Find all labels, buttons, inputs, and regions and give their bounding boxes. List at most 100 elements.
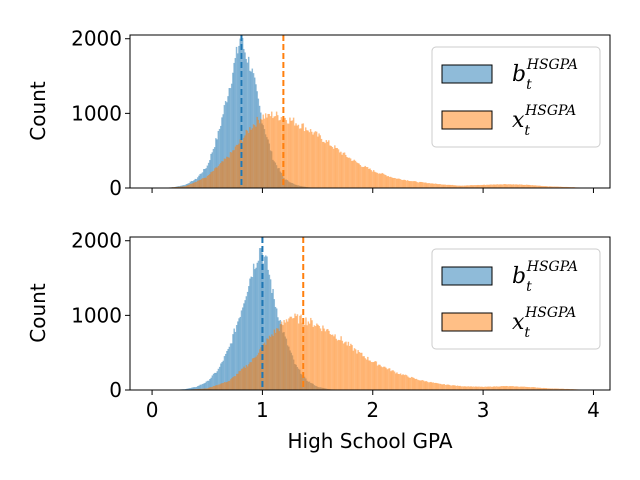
top-bar-x — [317, 136, 319, 189]
bottom-bar-x — [285, 319, 288, 391]
bottom-bar-x — [431, 382, 433, 391]
top-bar-x — [507, 184, 510, 189]
bottom-bar-x — [391, 370, 393, 391]
top-bar-x — [217, 166, 220, 189]
top-bar-x — [238, 143, 240, 189]
top-bar-x — [371, 171, 374, 189]
bottom-bar-x — [231, 378, 233, 391]
bottom-bar-x — [239, 370, 242, 391]
top-bar-x — [251, 128, 254, 189]
bottom-bar-x — [380, 366, 382, 391]
bottom-bar-x — [418, 380, 420, 391]
top-bar-x — [319, 135, 322, 189]
top-bar-x — [402, 180, 404, 189]
bottom-bar-x — [342, 343, 345, 391]
bottom-bar-x — [503, 386, 505, 391]
bottom-bar-x — [333, 336, 335, 391]
bottom-mean-lines — [261, 237, 305, 390]
bottom-bar-x — [358, 352, 361, 391]
top-bar-x — [388, 176, 391, 189]
top-bar-x — [421, 182, 424, 189]
bottom-bar-x — [325, 329, 328, 391]
top-bar-x — [409, 181, 411, 189]
bottom-bar-x — [214, 385, 216, 391]
top-bar-x — [291, 120, 294, 189]
top-bar-x — [255, 126, 257, 189]
top-bar-x — [429, 183, 432, 189]
top-x-axis — [151, 188, 594, 193]
bottom-bar-x — [516, 386, 518, 391]
bottom-bar-x — [399, 373, 402, 391]
bottom-bar-x — [240, 368, 243, 391]
bottom-bar-x — [268, 335, 271, 391]
bottom-bar-x — [367, 356, 369, 391]
top-bar-x — [408, 180, 410, 189]
top-bar-x — [389, 176, 392, 189]
top-bar-x — [383, 174, 386, 189]
bottom-bar-x — [411, 377, 414, 391]
bottom-bar-x — [385, 367, 387, 391]
bottom-bar-x — [323, 328, 325, 391]
bottom-bar-x — [456, 385, 459, 391]
top-bar-x — [399, 179, 402, 189]
top-bar-x — [195, 181, 198, 189]
bottom-bar-x — [229, 379, 232, 391]
bottom-bar-x — [345, 341, 347, 391]
top-bar-x — [489, 184, 491, 189]
top-bar-x — [219, 162, 222, 189]
top-bar-x — [397, 178, 399, 189]
bottom-bar-x — [286, 321, 289, 391]
top-bar-x — [284, 117, 286, 189]
bottom-x-tick-label: 4 — [587, 398, 600, 422]
bottom-bar-x — [277, 328, 279, 391]
bottom-bar-x — [331, 334, 334, 391]
top-bar-x — [434, 183, 437, 189]
bottom-bar-x — [409, 377, 412, 391]
top-bar-x — [490, 184, 493, 189]
bottom-bar-x — [288, 318, 290, 391]
bottom-bar-x — [510, 386, 512, 391]
top-bar-x — [431, 183, 433, 189]
bottom-bar-x — [291, 318, 294, 391]
bottom-bar-x — [348, 345, 351, 391]
top-bar-x — [275, 111, 278, 189]
top-y-tick-label: 1000 — [71, 101, 122, 125]
bottom-bar-x — [466, 386, 469, 391]
bottom-bar-x — [449, 385, 452, 391]
top-bar-x — [513, 184, 516, 189]
bottom-y-axis: 0 1000 2000 — [71, 229, 130, 402]
top-bar-x — [419, 181, 421, 189]
bottom-bar-x — [448, 384, 450, 391]
top-bar-x — [442, 184, 444, 189]
bottom-bar-x — [443, 384, 446, 391]
top-bar-x — [345, 154, 347, 189]
bottom-bar-x — [219, 384, 221, 391]
top-bar-x — [224, 158, 227, 189]
bottom-bar-x — [430, 381, 432, 391]
bottom-bar-x — [222, 382, 225, 391]
top-bar-x — [286, 123, 289, 189]
bottom-x-tick-label: 2 — [366, 398, 379, 422]
top-bar-x — [215, 167, 217, 189]
top-bar-x — [328, 140, 330, 189]
bottom-bar-x — [515, 386, 517, 391]
bottom-bar-x — [436, 383, 438, 391]
top-bar-x — [379, 173, 381, 189]
top-bar-x — [193, 182, 195, 189]
top-bar-x — [393, 177, 396, 189]
top-bar-x — [257, 119, 260, 189]
top-bar-x — [272, 118, 274, 189]
top-bar-x — [221, 161, 223, 189]
top-bar-x — [502, 184, 505, 189]
top-bar-x — [280, 117, 283, 189]
top-bar-x — [381, 172, 383, 189]
top-y-axis: 0 1000 2000 — [71, 27, 130, 200]
bottom-bar-x — [233, 376, 236, 391]
top-bar-x — [403, 179, 405, 189]
bottom-bar-x — [314, 326, 317, 391]
top-bar-x — [500, 184, 502, 189]
top-bar-x — [270, 111, 273, 189]
bottom-y-tick-label: 0 — [109, 378, 122, 402]
top-bar-x — [370, 170, 373, 189]
bottom-bar-x — [462, 386, 465, 391]
